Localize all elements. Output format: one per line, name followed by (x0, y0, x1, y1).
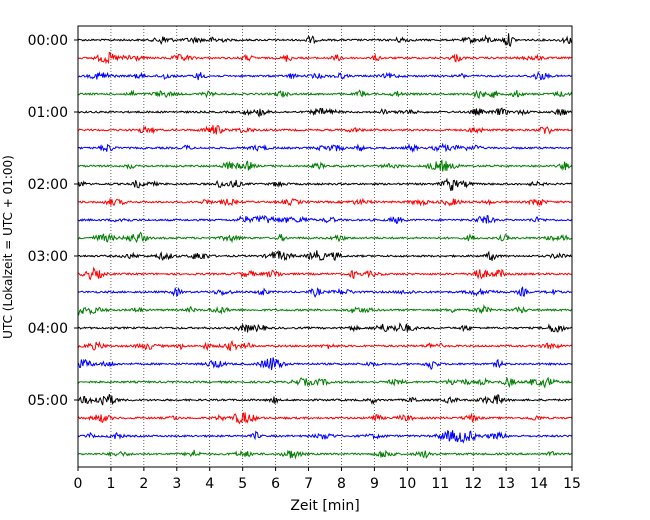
x-tick-label-6: 6 (271, 476, 280, 492)
x-tick-label-12: 12 (464, 476, 482, 492)
y-tick-label-0200: 02:00 (28, 177, 68, 193)
trace-0530 (77, 429, 573, 444)
x-tick-label-8: 8 (337, 476, 346, 492)
x-tick-label-7: 7 (304, 476, 313, 492)
trace-0245 (77, 231, 573, 244)
x-tick-label-3: 3 (172, 476, 181, 492)
trace-0515 (77, 412, 573, 425)
x-tick-label-15: 15 (563, 476, 581, 492)
x-tick-label-4: 4 (205, 476, 214, 492)
x-tick-label-0: 0 (74, 476, 83, 492)
trace-0145 (77, 159, 573, 172)
y-tick-label-0400: 04:00 (28, 321, 68, 337)
trace-0345 (77, 304, 573, 316)
x-tick-label-1: 1 (106, 476, 115, 492)
trace-0045 (77, 89, 573, 100)
x-tick-label-2: 2 (139, 476, 148, 492)
y-tick-label-0000: 00:00 (28, 33, 68, 49)
trace-0015 (77, 51, 573, 65)
x-tick-label-14: 14 (530, 476, 548, 492)
trace-0445 (77, 376, 573, 389)
y-axis-ticks: 00:00 01:00 02:00 03:00 04:00 05:00 (28, 33, 78, 409)
y-tick-label-0500: 05:00 (28, 393, 68, 409)
trace-0200 (77, 177, 573, 192)
trace-0215 (77, 197, 573, 207)
x-axis-label: Zeit [min] (290, 498, 359, 514)
trace-0315 (77, 266, 573, 281)
trace-0100 (77, 107, 573, 118)
x-tick-label-11: 11 (431, 476, 449, 492)
plot-area-background (78, 26, 572, 467)
x-tick-label-10: 10 (398, 476, 416, 492)
trace-0545 (77, 449, 573, 460)
trace-0000 (77, 33, 573, 48)
trace-0400 (77, 322, 573, 333)
trace-0500 (77, 394, 573, 406)
trace-0130 (77, 142, 573, 154)
plot-frame (77, 25, 573, 468)
seismogram-traces (77, 33, 573, 460)
x-axis-ticks: 0 1 2 3 4 5 6 7 8 9 10 11 12 13 14 15 (74, 467, 581, 492)
trace-0415 (77, 339, 573, 352)
trace-0330 (77, 286, 573, 298)
y-tick-label-0300: 03:00 (28, 249, 68, 265)
trace-0300 (77, 249, 573, 262)
x-tick-label-9: 9 (370, 476, 379, 492)
y-axis-label: UTC (Lokalzeit = UTC + 01:00) (1, 155, 15, 339)
trace-0115 (77, 124, 573, 135)
trace-0030 (77, 71, 573, 81)
trace-0430 (77, 357, 573, 371)
y-tick-label-0100: 01:00 (28, 105, 68, 121)
trace-0230 (77, 214, 573, 224)
x-tick-label-13: 13 (497, 476, 515, 492)
x-tick-label-5: 5 (238, 476, 247, 492)
